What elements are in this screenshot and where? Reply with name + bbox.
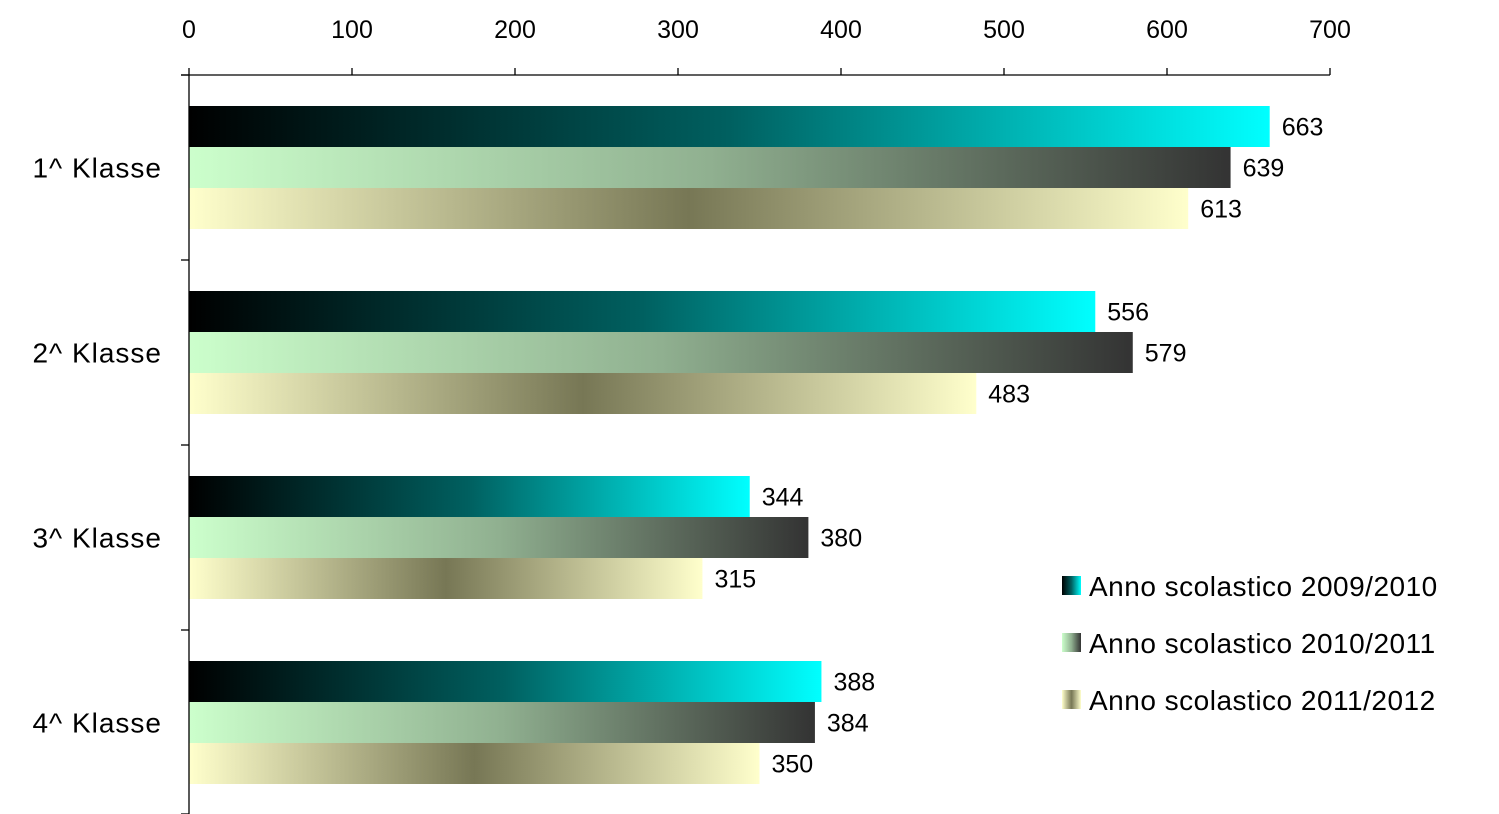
category-label: 4^ Klasse bbox=[32, 708, 162, 739]
data-label: 384 bbox=[827, 710, 869, 738]
category-labels: 1^ Klasse 2^ Klasse 3^ Klasse 4^ Klasse bbox=[32, 153, 162, 739]
bar bbox=[189, 373, 977, 414]
bar bbox=[189, 702, 815, 743]
x-tick-label: 400 bbox=[820, 16, 862, 44]
bar bbox=[189, 188, 1189, 229]
legend: Anno scolastico 2009/2010 Anno scolastico… bbox=[1062, 571, 1438, 716]
x-tick-label: 200 bbox=[494, 16, 536, 44]
x-tick-label: 700 bbox=[1309, 16, 1351, 44]
bars bbox=[189, 106, 1270, 784]
category-label: 2^ Klasse bbox=[32, 338, 162, 369]
data-label: 350 bbox=[772, 751, 814, 779]
legend-swatch bbox=[1062, 633, 1081, 652]
legend-label: Anno scolastico 2011/2012 bbox=[1089, 685, 1436, 716]
data-label: 344 bbox=[762, 484, 804, 512]
legend-swatch bbox=[1062, 576, 1081, 595]
category-label: 3^ Klasse bbox=[32, 523, 162, 554]
bar bbox=[189, 517, 809, 558]
x-tick-label: 600 bbox=[1146, 16, 1188, 44]
bar bbox=[189, 147, 1231, 188]
x-tick-label: 300 bbox=[657, 16, 699, 44]
category-label: 1^ Klasse bbox=[32, 153, 162, 184]
x-tick-label: 500 bbox=[983, 16, 1025, 44]
data-label: 639 bbox=[1243, 155, 1285, 183]
data-label: 388 bbox=[833, 669, 875, 697]
data-label: 380 bbox=[820, 525, 862, 553]
data-label: 663 bbox=[1282, 114, 1324, 142]
bar bbox=[189, 743, 760, 784]
data-label: 483 bbox=[988, 381, 1030, 409]
data-label: 613 bbox=[1200, 196, 1242, 224]
data-label: 579 bbox=[1145, 340, 1187, 368]
bar bbox=[189, 106, 1270, 147]
bar bbox=[189, 476, 750, 517]
legend-label: Anno scolastico 2009/2010 bbox=[1089, 571, 1438, 602]
legend-label: Anno scolastico 2010/2011 bbox=[1089, 628, 1436, 659]
data-label: 315 bbox=[714, 566, 756, 594]
bar bbox=[189, 558, 703, 599]
bar bbox=[189, 661, 822, 702]
x-tick-label: 0 bbox=[182, 16, 196, 44]
bar bbox=[189, 332, 1133, 373]
x-tick-label: 100 bbox=[331, 16, 373, 44]
bar bbox=[189, 291, 1096, 332]
data-label: 556 bbox=[1107, 299, 1149, 327]
axes bbox=[181, 74, 1330, 814]
x-axis-ticks: 0 100 200 300 400 500 600 700 bbox=[182, 16, 1351, 75]
legend-swatch bbox=[1062, 690, 1081, 709]
